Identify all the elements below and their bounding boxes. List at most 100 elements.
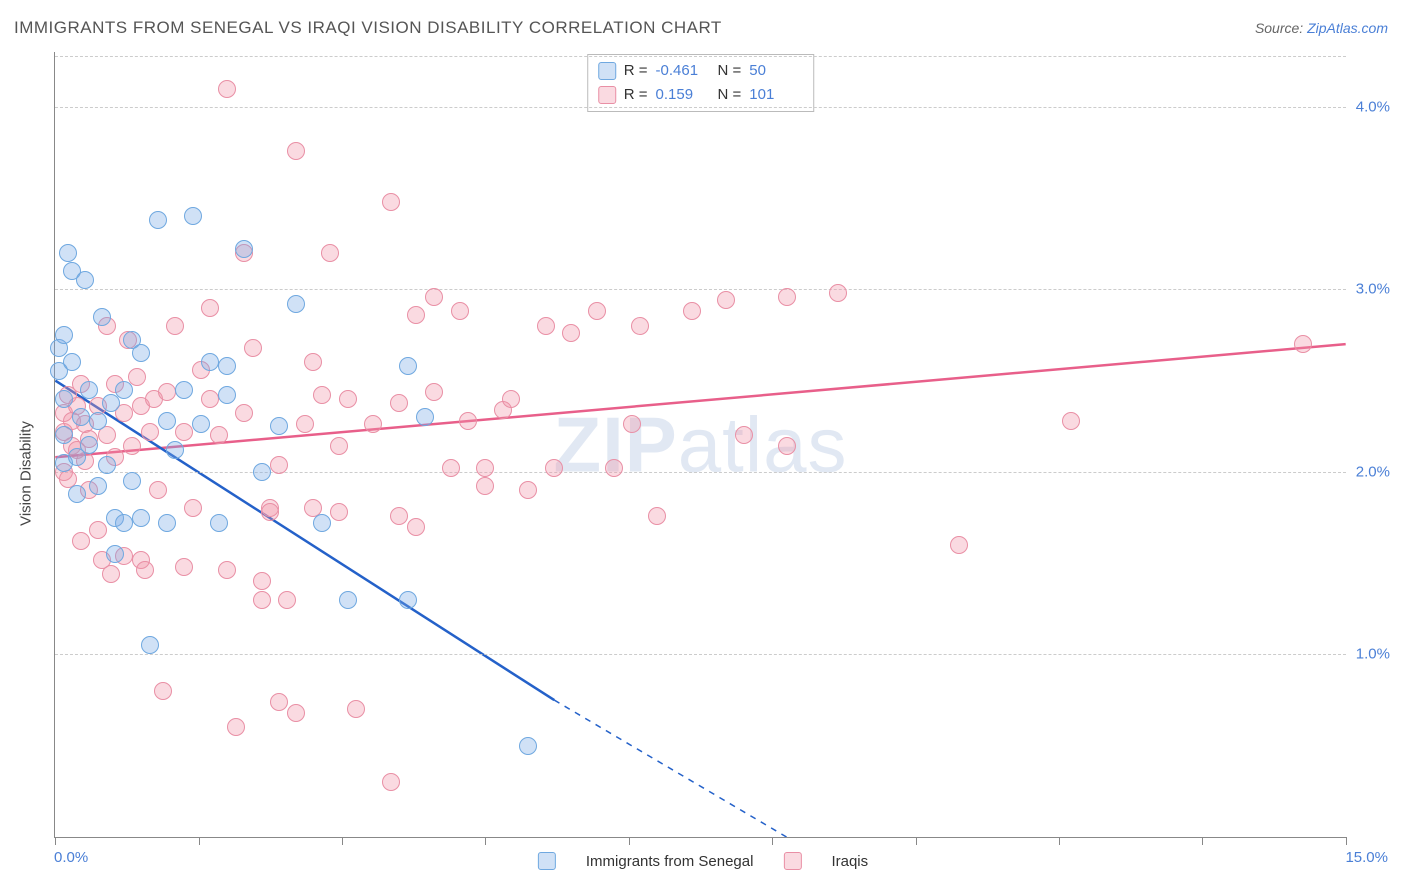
stat-n-senegal: 50 bbox=[749, 59, 803, 83]
scatter-point-iraqi bbox=[244, 339, 262, 357]
scatter-point-senegal bbox=[149, 211, 167, 229]
trend-lines-layer bbox=[55, 52, 1346, 837]
scatter-point-iraqi bbox=[407, 306, 425, 324]
scatter-point-iraqi bbox=[158, 383, 176, 401]
scatter-point-senegal bbox=[80, 381, 98, 399]
scatter-point-iraqi bbox=[950, 536, 968, 554]
swatch-iraqi bbox=[598, 86, 616, 104]
scatter-point-iraqi bbox=[519, 481, 537, 499]
scatter-point-senegal bbox=[399, 591, 417, 609]
xtick bbox=[342, 837, 343, 845]
scatter-point-iraqi bbox=[382, 773, 400, 791]
y-axis-label: Vision Disability bbox=[18, 421, 35, 526]
watermark: ZIPatlas bbox=[553, 399, 847, 490]
scatter-point-iraqi bbox=[102, 565, 120, 583]
scatter-point-iraqi bbox=[136, 561, 154, 579]
swatch-senegal bbox=[598, 62, 616, 80]
scatter-point-iraqi bbox=[778, 437, 796, 455]
scatter-point-iraqi bbox=[442, 459, 460, 477]
scatter-point-iraqi bbox=[235, 404, 253, 422]
scatter-point-iraqi bbox=[261, 503, 279, 521]
scatter-point-senegal bbox=[141, 636, 159, 654]
scatter-point-iraqi bbox=[631, 317, 649, 335]
scatter-point-iraqi bbox=[425, 383, 443, 401]
scatter-point-iraqi bbox=[141, 423, 159, 441]
scatter-point-iraqi bbox=[154, 682, 172, 700]
scatter-point-senegal bbox=[55, 426, 73, 444]
scatter-point-iraqi bbox=[270, 693, 288, 711]
scatter-point-iraqi bbox=[588, 302, 606, 320]
legend-label-iraqi: Iraqis bbox=[831, 853, 868, 870]
watermark-atlas: atlas bbox=[678, 400, 848, 488]
scatter-point-iraqi bbox=[778, 288, 796, 306]
stats-row-iraqi: R = 0.159 N = 101 bbox=[598, 83, 804, 107]
xtick bbox=[199, 837, 200, 845]
scatter-point-senegal bbox=[210, 514, 228, 532]
xtick bbox=[1059, 837, 1060, 845]
source-label: Source: bbox=[1255, 20, 1303, 36]
scatter-point-iraqi bbox=[425, 288, 443, 306]
stats-box: R = -0.461 N = 50 R = 0.159 N = 101 bbox=[587, 54, 815, 112]
scatter-point-senegal bbox=[201, 353, 219, 371]
scatter-point-iraqi bbox=[537, 317, 555, 335]
x-max-label: 15.0% bbox=[1345, 849, 1388, 866]
scatter-point-senegal bbox=[63, 353, 81, 371]
scatter-point-senegal bbox=[235, 240, 253, 258]
ytick-label: 1.0% bbox=[1356, 646, 1390, 663]
gridline bbox=[55, 654, 1346, 655]
stat-r-senegal: -0.461 bbox=[656, 59, 710, 83]
scatter-point-senegal bbox=[166, 441, 184, 459]
scatter-point-senegal bbox=[184, 207, 202, 225]
scatter-point-iraqi bbox=[330, 503, 348, 521]
xtick bbox=[916, 837, 917, 845]
scatter-point-senegal bbox=[192, 415, 210, 433]
scatter-point-senegal bbox=[59, 244, 77, 262]
scatter-point-senegal bbox=[106, 545, 124, 563]
scatter-point-senegal bbox=[93, 308, 111, 326]
scatter-point-senegal bbox=[89, 412, 107, 430]
scatter-point-iraqi bbox=[829, 284, 847, 302]
scatter-point-senegal bbox=[55, 326, 73, 344]
gridline bbox=[55, 472, 1346, 473]
stat-r-label: R = bbox=[624, 59, 648, 83]
trend-line-iraqi bbox=[55, 344, 1345, 457]
gridline bbox=[55, 289, 1346, 290]
ytick-label: 3.0% bbox=[1356, 281, 1390, 298]
chart-title: IMMIGRANTS FROM SENEGAL VS IRAQI VISION … bbox=[14, 18, 722, 38]
scatter-point-iraqi bbox=[278, 591, 296, 609]
stat-n-label: N = bbox=[718, 83, 742, 107]
xtick bbox=[1346, 837, 1347, 845]
scatter-point-senegal bbox=[132, 509, 150, 527]
scatter-point-iraqi bbox=[201, 299, 219, 317]
legend: Immigrants from Senegal Iraqis bbox=[538, 852, 868, 870]
scatter-point-iraqi bbox=[201, 390, 219, 408]
scatter-point-senegal bbox=[399, 357, 417, 375]
scatter-point-senegal bbox=[80, 436, 98, 454]
scatter-point-iraqi bbox=[648, 507, 666, 525]
scatter-point-senegal bbox=[55, 390, 73, 408]
legend-swatch-senegal bbox=[538, 852, 556, 870]
scatter-point-iraqi bbox=[175, 423, 193, 441]
scatter-point-senegal bbox=[313, 514, 331, 532]
scatter-point-senegal bbox=[218, 386, 236, 404]
scatter-point-senegal bbox=[158, 412, 176, 430]
scatter-point-iraqi bbox=[407, 518, 425, 536]
scatter-point-iraqi bbox=[459, 412, 477, 430]
scatter-point-senegal bbox=[72, 408, 90, 426]
scatter-point-senegal bbox=[416, 408, 434, 426]
scatter-point-iraqi bbox=[175, 558, 193, 576]
scatter-point-iraqi bbox=[72, 532, 90, 550]
scatter-point-iraqi bbox=[253, 572, 271, 590]
scatter-point-senegal bbox=[98, 456, 116, 474]
scatter-point-iraqi bbox=[184, 499, 202, 517]
scatter-point-iraqi bbox=[390, 394, 408, 412]
scatter-point-iraqi bbox=[321, 244, 339, 262]
scatter-point-senegal bbox=[158, 514, 176, 532]
source-attribution: Source: ZipAtlas.com bbox=[1255, 20, 1388, 36]
scatter-point-iraqi bbox=[605, 459, 623, 477]
scatter-point-iraqi bbox=[227, 718, 245, 736]
scatter-point-iraqi bbox=[339, 390, 357, 408]
xtick bbox=[629, 837, 630, 845]
source-link[interactable]: ZipAtlas.com bbox=[1307, 20, 1388, 36]
stat-n-iraqi: 101 bbox=[749, 83, 803, 107]
